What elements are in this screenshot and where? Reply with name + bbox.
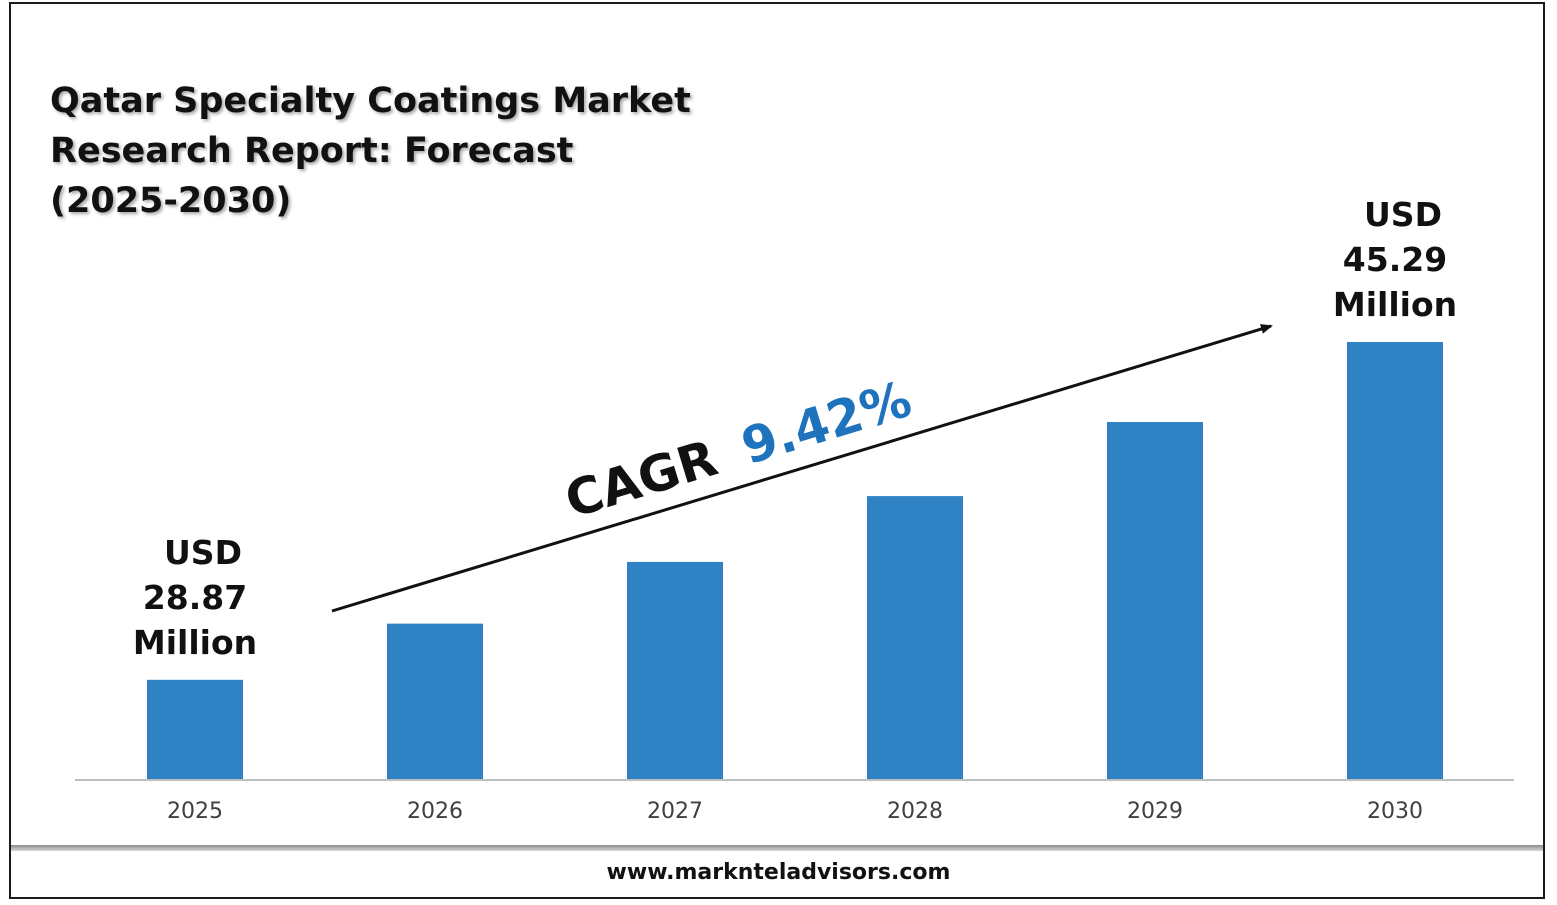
data-label-2025-line-1: USD (164, 533, 242, 572)
data-labels: USD 28.87 Million USD 45.29 Million (133, 195, 1457, 662)
bar-2030 (1347, 342, 1443, 780)
x-tick-label-2028: 2028 (887, 799, 943, 824)
x-tick-label-2029: 2029 (1127, 799, 1183, 824)
bar-2027 (627, 561, 723, 780)
title-line-1: Qatar Specialty Coatings Market (50, 81, 691, 121)
bar-2029 (1107, 422, 1203, 780)
cagr-prefix: CAGR (559, 429, 724, 530)
title-line-2: Research Report: Forecast (50, 131, 574, 171)
chart-title: Qatar Specialty Coatings Market Research… (50, 76, 750, 226)
x-tick-label-2025: 2025 (167, 799, 223, 824)
bar-2028 (867, 496, 963, 780)
x-tick-label-2026: 2026 (407, 799, 463, 824)
x-tick-label-2030: 2030 (1367, 799, 1423, 824)
cagr-arrow (331, 324, 1273, 613)
x-axis-ticks: 2025 2026 2027 2028 2029 2030 (167, 799, 1423, 824)
data-label-2025-line-3: Million (133, 623, 257, 662)
title-line-3: (2025-2030) (50, 181, 292, 221)
bar-series (147, 342, 1443, 780)
bar-2025 (147, 679, 243, 780)
data-label-2030-line-1: USD (1364, 195, 1442, 234)
x-tick-label-2027: 2027 (647, 799, 703, 824)
footer-divider (11, 845, 1543, 851)
footer-url: www.marknteladvisors.com (606, 860, 951, 885)
data-label-2025-line-2: 28.87 (143, 578, 247, 617)
bar-2026 (387, 623, 483, 780)
chart-frame (9, 2, 1545, 899)
data-label-2030-line-3: Million (1333, 285, 1457, 324)
data-label-2030-line-2: 45.29 (1343, 240, 1447, 279)
